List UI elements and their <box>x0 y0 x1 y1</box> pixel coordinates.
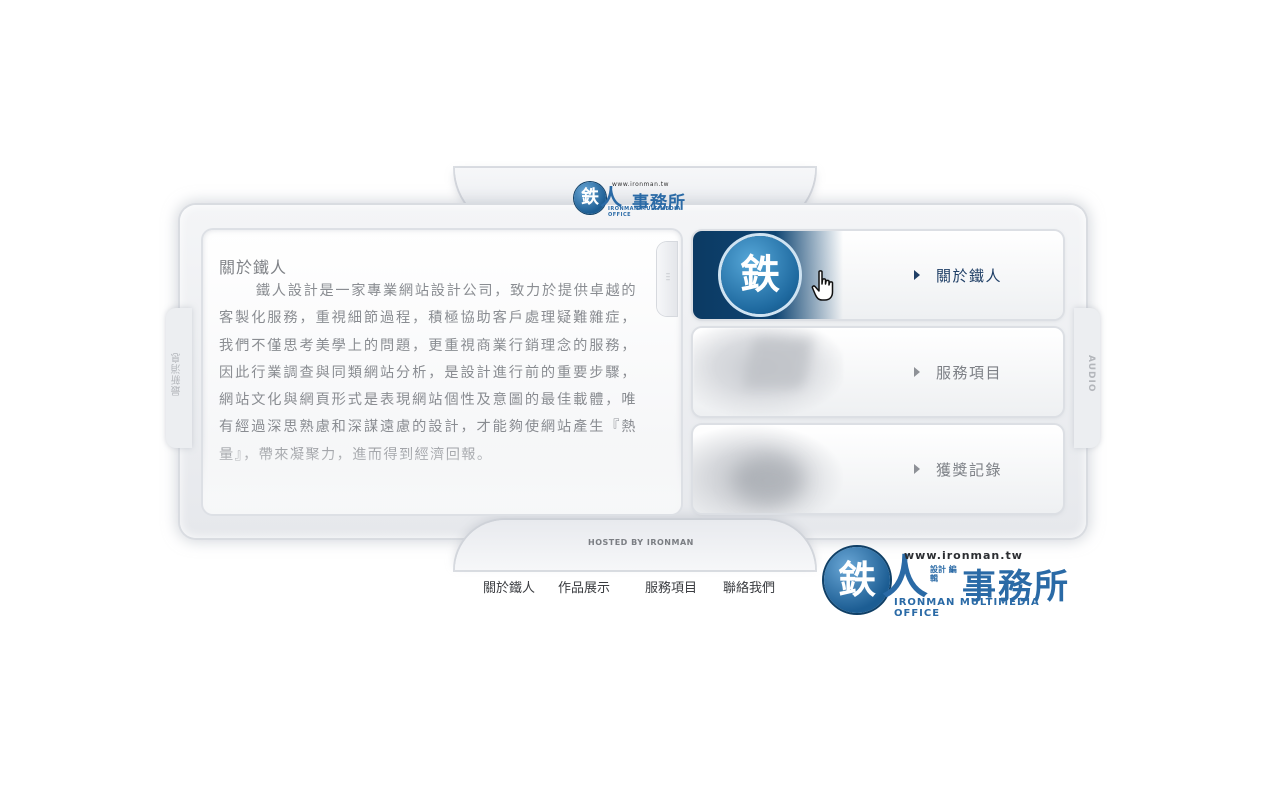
footer-link-services[interactable]: 服務項目 <box>645 581 698 596</box>
menu-label-services: 服務項目 <box>936 364 1003 382</box>
menu-card-services[interactable]: 服務項目 <box>693 328 1063 416</box>
hosted-by-text: HOSTED BY IRONMAN <box>588 538 694 547</box>
footer-link-contact[interactable]: 聯絡我們 <box>723 581 776 596</box>
arrow-right-icon <box>914 270 920 280</box>
news-side-tab[interactable] <box>166 308 192 448</box>
hand-cursor-icon <box>811 270 834 301</box>
logo-emblem-icon: 鉄 <box>824 547 890 613</box>
logo-ren: 人 <box>882 550 928 604</box>
about-thumbnail: 鉄 <box>693 231 843 319</box>
logo-url: www.ironman.tw <box>612 181 670 188</box>
emblem-icon: 鉄 <box>721 236 799 314</box>
logo-url: www.ironman.tw <box>904 549 1023 562</box>
logo-emblem-icon: 鉄 <box>574 182 606 214</box>
footer-logo[interactable]: 鉄 人 www.ironman.tw 設計 編輯 事務所 IRONMAN MUL… <box>824 545 1079 619</box>
audio-side-tab[interactable] <box>1074 308 1100 448</box>
scroll-handle[interactable] <box>657 242 677 316</box>
text-fade-overlay <box>203 435 681 514</box>
news-side-label[interactable]: 最新消息 <box>172 352 183 396</box>
menu-label-about: 關於鐵人 <box>936 267 1003 285</box>
audio-side-label[interactable]: AUDIO <box>1086 355 1096 393</box>
logo-mini-text: 設計 編輯 <box>930 565 957 583</box>
menu-card-about[interactable]: 鉄 關於鐵人 <box>693 231 1063 319</box>
footer-link-about[interactable]: 關於鐵人 <box>483 581 536 596</box>
menu-label-awards: 獲獎記錄 <box>936 461 1003 479</box>
services-thumbnail <box>693 328 843 416</box>
scroll-grip-icon: – – – <box>665 269 671 285</box>
logo-name: 事務所 <box>632 193 686 213</box>
content-title: 關於鐵人 <box>219 258 288 277</box>
logo-ren: 人 <box>600 186 623 211</box>
bottom-tab-decoration <box>455 520 815 570</box>
logo-tagline: IRONMAN MULTIMEDIA OFFICE <box>608 206 681 218</box>
about-text-panel: 關於鐵人 鐵人設計是一家專業網站設計公司，致力於提供卓越的客製化服務，重視細節過… <box>203 230 681 514</box>
logo-name: 事務所 <box>962 567 1070 607</box>
awards-thumbnail <box>693 425 843 513</box>
menu-card-awards[interactable]: 獲獎記錄 <box>693 425 1063 513</box>
arrow-right-icon <box>914 367 920 377</box>
footer-link-works[interactable]: 作品展示 <box>558 581 611 596</box>
header-logo[interactable]: 鉄 人 www.ironman.tw 事務所 IRONMAN MULTIMEDI… <box>574 180 704 218</box>
logo-tagline: IRONMAN MULTIMEDIA OFFICE <box>894 597 1040 619</box>
arrow-right-icon <box>914 464 920 474</box>
